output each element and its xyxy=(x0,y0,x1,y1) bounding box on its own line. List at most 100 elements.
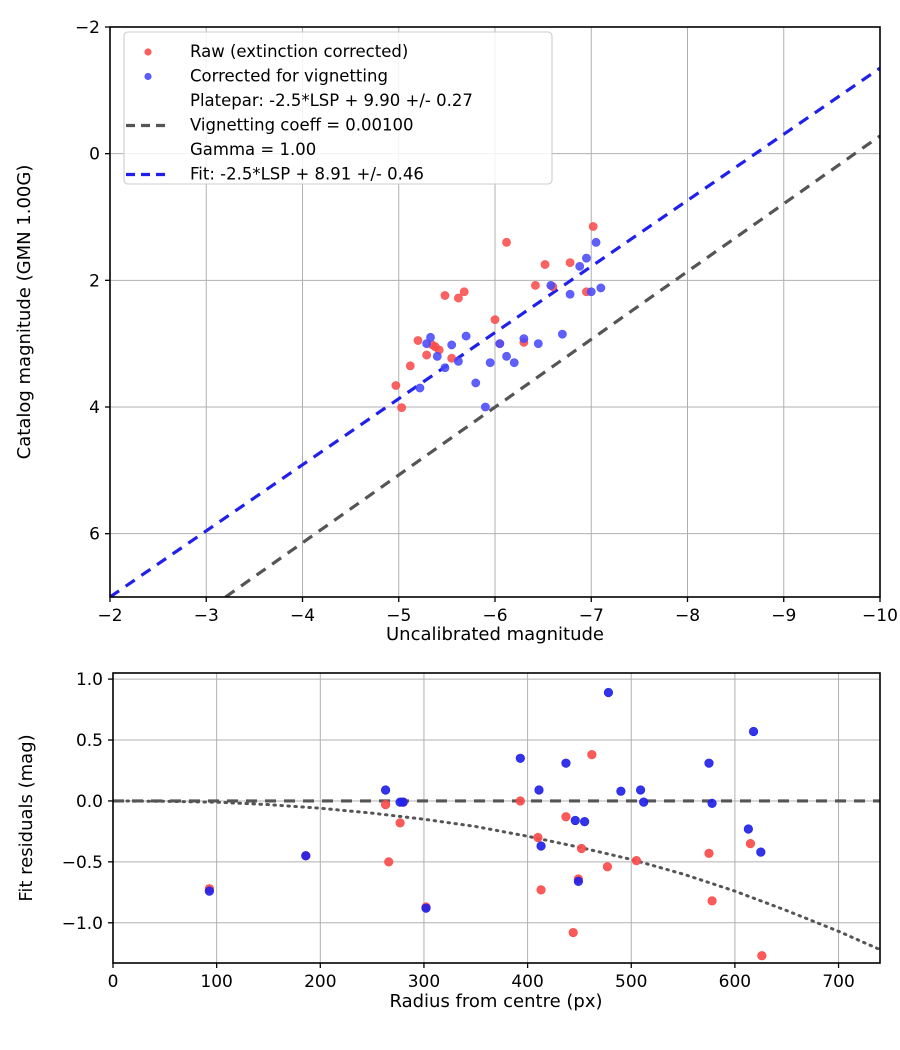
bottom-y-tick-label: 1.0 xyxy=(76,670,103,690)
bottom-data-point xyxy=(577,844,586,853)
top-data-point xyxy=(566,259,574,267)
top-data-point xyxy=(481,403,489,411)
photometry-calibration-figure: −2−3−4−5−6−7−8−9−10−20246 Uncalibrated m… xyxy=(0,0,900,1050)
top-data-point xyxy=(541,260,549,268)
bottom-data-point xyxy=(301,851,310,860)
bottom-data-point xyxy=(537,842,546,851)
top-data-point xyxy=(576,262,584,270)
bottom-data-point xyxy=(537,886,546,895)
top-x-tick-label: −10 xyxy=(862,606,898,626)
bottom-y-tick-label: −1.0 xyxy=(62,914,103,934)
top-data-point xyxy=(558,330,566,338)
top-x-tick-label: −3 xyxy=(194,606,219,626)
top-x-tick-label: −4 xyxy=(290,606,315,626)
bottom-data-point xyxy=(617,787,626,796)
top-data-point xyxy=(520,335,528,343)
bottom-data-point xyxy=(381,800,390,809)
top-y-tick-label: −2 xyxy=(75,18,100,38)
bottom-data-point xyxy=(604,688,613,697)
bottom-data-point xyxy=(516,797,525,806)
top-data-point xyxy=(416,384,424,392)
bottom-data-point xyxy=(516,754,525,763)
top-data-point xyxy=(502,238,510,246)
top-x-tick-label: −6 xyxy=(482,606,507,626)
top-data-point xyxy=(441,364,449,372)
bottom-data-point xyxy=(580,817,589,826)
bottom-data-point xyxy=(746,839,755,848)
bottom-data-point xyxy=(574,877,583,886)
bottom-data-point xyxy=(562,812,571,821)
bottom-data-point xyxy=(757,848,766,857)
bottom-data-point xyxy=(384,858,393,867)
top-y-tick-label: 0 xyxy=(89,145,100,165)
bottom-y-tick-label: 0.0 xyxy=(76,792,103,812)
top-data-point xyxy=(592,238,600,246)
bottom-data-point xyxy=(569,928,578,937)
top-data-point xyxy=(547,281,555,289)
bottom-data-point xyxy=(708,897,717,906)
top-data-point xyxy=(448,341,456,349)
bottom-data-point xyxy=(205,887,214,896)
top-data-point xyxy=(406,362,414,370)
bottom-data-point xyxy=(636,786,645,795)
top-y-tick-label: 4 xyxy=(89,398,100,418)
legend-item-label: Corrected for vignetting xyxy=(190,67,388,86)
top-data-point xyxy=(566,290,574,298)
bottom-data-point xyxy=(399,798,408,807)
top-data-point xyxy=(589,222,597,230)
legend-item-label: Gamma = 1.00 xyxy=(190,140,316,159)
top-data-point xyxy=(392,381,400,389)
legend-item-label: Platepar: -2.5*LSP + 9.90 +/- 0.27 xyxy=(190,91,473,110)
top-data-point xyxy=(534,340,542,348)
top-data-point xyxy=(496,340,504,348)
top-data-point xyxy=(597,284,605,292)
bottom-data-point xyxy=(534,833,543,842)
bottom-data-point xyxy=(744,825,753,834)
top-data-point xyxy=(587,288,595,296)
bottom-data-point xyxy=(708,799,717,808)
top-data-point xyxy=(510,359,518,367)
top-x-tick-label: −5 xyxy=(386,606,411,626)
legend-item-label: Vignetting coeff = 0.00100 xyxy=(190,116,414,135)
top-data-point xyxy=(414,336,422,344)
top-data-point xyxy=(502,352,510,360)
bottom-data-point xyxy=(571,816,580,825)
bottom-data-point xyxy=(396,819,405,828)
bottom-x-tick-label: 700 xyxy=(822,972,854,992)
top-data-point xyxy=(491,316,499,324)
top-data-point xyxy=(433,352,441,360)
top-data-point xyxy=(398,404,406,412)
bottom-data-point xyxy=(705,849,714,858)
figure-canvas: −2−3−4−5−6−7−8−9−10−20246 Uncalibrated m… xyxy=(0,0,900,1050)
legend-marker-dot-icon xyxy=(144,73,151,80)
top-data-point xyxy=(426,333,434,341)
bottom-data-point xyxy=(562,759,571,768)
bottom-data-point xyxy=(588,750,597,759)
top-legend: Raw (extinction corrected)Corrected for … xyxy=(124,32,552,184)
top-y-tick-label: 6 xyxy=(89,525,100,545)
bottom-x-tick-label: 100 xyxy=(200,972,232,992)
top-x-tick-label: −8 xyxy=(675,606,700,626)
bottom-x-tick-label: 300 xyxy=(408,972,440,992)
top-data-point xyxy=(454,357,462,365)
bottom-data-point xyxy=(603,862,612,871)
top-x-tick-label: −7 xyxy=(579,606,604,626)
top-yaxis-label: Catalog magnitude (GMN 1.00G) xyxy=(14,165,35,460)
bottom-xaxis-label: Radius from centre (px) xyxy=(389,991,602,1012)
bottom-data-point xyxy=(749,727,758,736)
bottom-data-point xyxy=(632,856,641,865)
legend-item-label: Fit: -2.5*LSP + 8.91 +/- 0.46 xyxy=(190,165,424,184)
bottom-x-tick-label: 500 xyxy=(615,972,647,992)
legend-marker-dot-icon xyxy=(144,48,151,55)
top-data-point xyxy=(454,294,462,302)
bottom-data-point xyxy=(639,798,648,807)
bottom-data-point xyxy=(535,786,544,795)
top-data-point xyxy=(531,281,539,289)
top-data-point xyxy=(423,351,431,359)
top-xaxis-label: Uncalibrated magnitude xyxy=(386,624,604,645)
bottom-y-tick-label: −0.5 xyxy=(62,853,103,873)
top-x-tick-label: −2 xyxy=(97,606,122,626)
bottom-data-point xyxy=(422,904,431,913)
bottom-x-tick-label: 0 xyxy=(108,972,119,992)
top-y-tick-label: 2 xyxy=(89,271,100,291)
